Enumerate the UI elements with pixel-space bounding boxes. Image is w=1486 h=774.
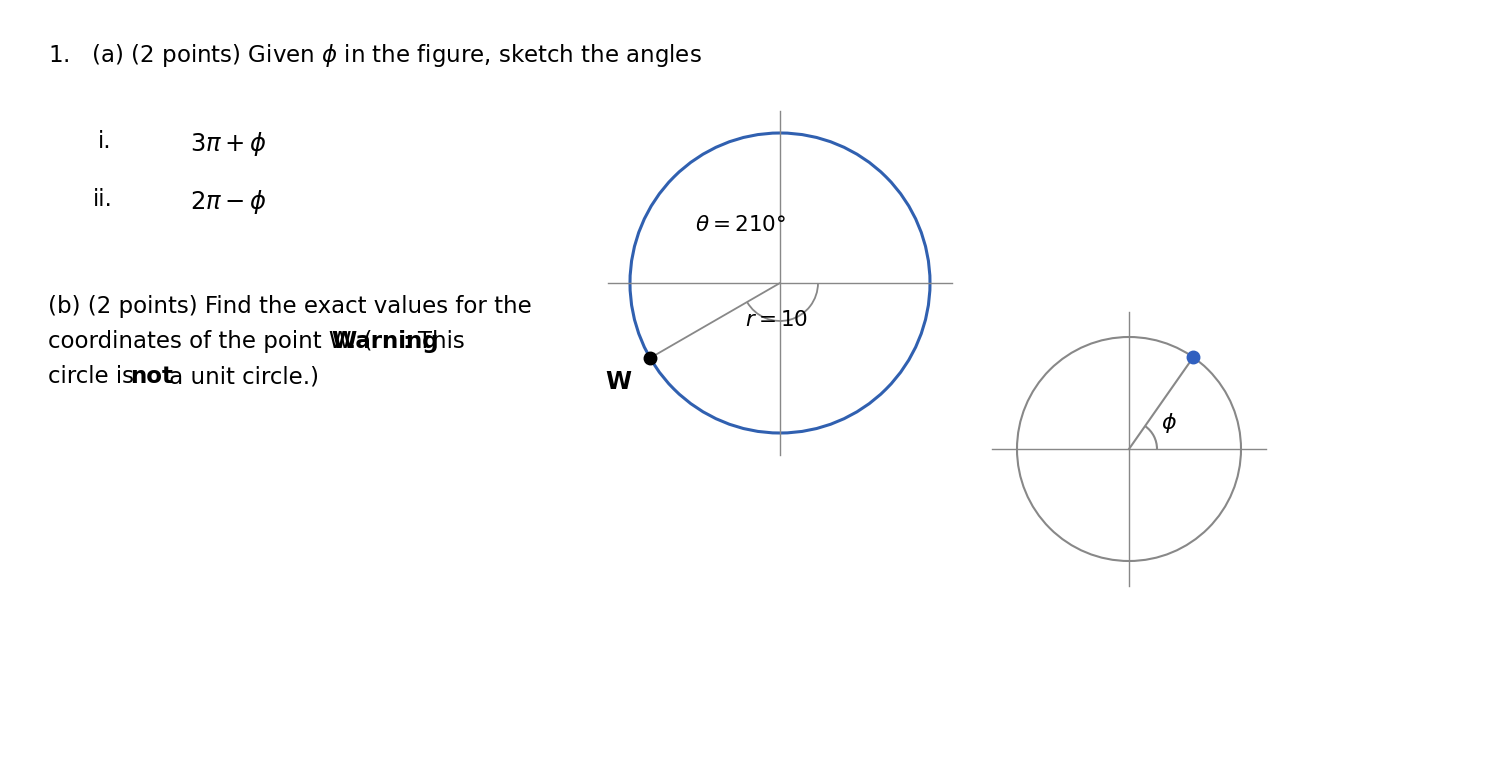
Text: (b) (2 points) Find the exact values for the: (b) (2 points) Find the exact values for… (48, 295, 532, 318)
Text: $2\pi - \phi$: $2\pi - \phi$ (190, 188, 267, 216)
Text: a unit circle.): a unit circle.) (162, 365, 319, 388)
Text: $\theta = 210°$: $\theta = 210°$ (695, 215, 786, 235)
Text: coordinates of the point W. (: coordinates of the point W. ( (48, 330, 373, 353)
Text: $\mathbf{W}$: $\mathbf{W}$ (605, 370, 632, 394)
Text: i.: i. (98, 130, 111, 153)
Text: : This: : This (403, 330, 465, 353)
Text: circle is: circle is (48, 365, 141, 388)
Text: not: not (129, 365, 172, 388)
Text: ii.: ii. (94, 188, 113, 211)
Text: Warning: Warning (331, 330, 438, 353)
Text: $r = 10$: $r = 10$ (744, 310, 808, 330)
Text: 1.   (a) (2 points) Given $\phi$ in the figure, sketch the angles: 1. (a) (2 points) Given $\phi$ in the fi… (48, 42, 701, 69)
Text: $\phi$: $\phi$ (1161, 411, 1177, 435)
Text: $3\pi + \phi$: $3\pi + \phi$ (190, 130, 267, 158)
